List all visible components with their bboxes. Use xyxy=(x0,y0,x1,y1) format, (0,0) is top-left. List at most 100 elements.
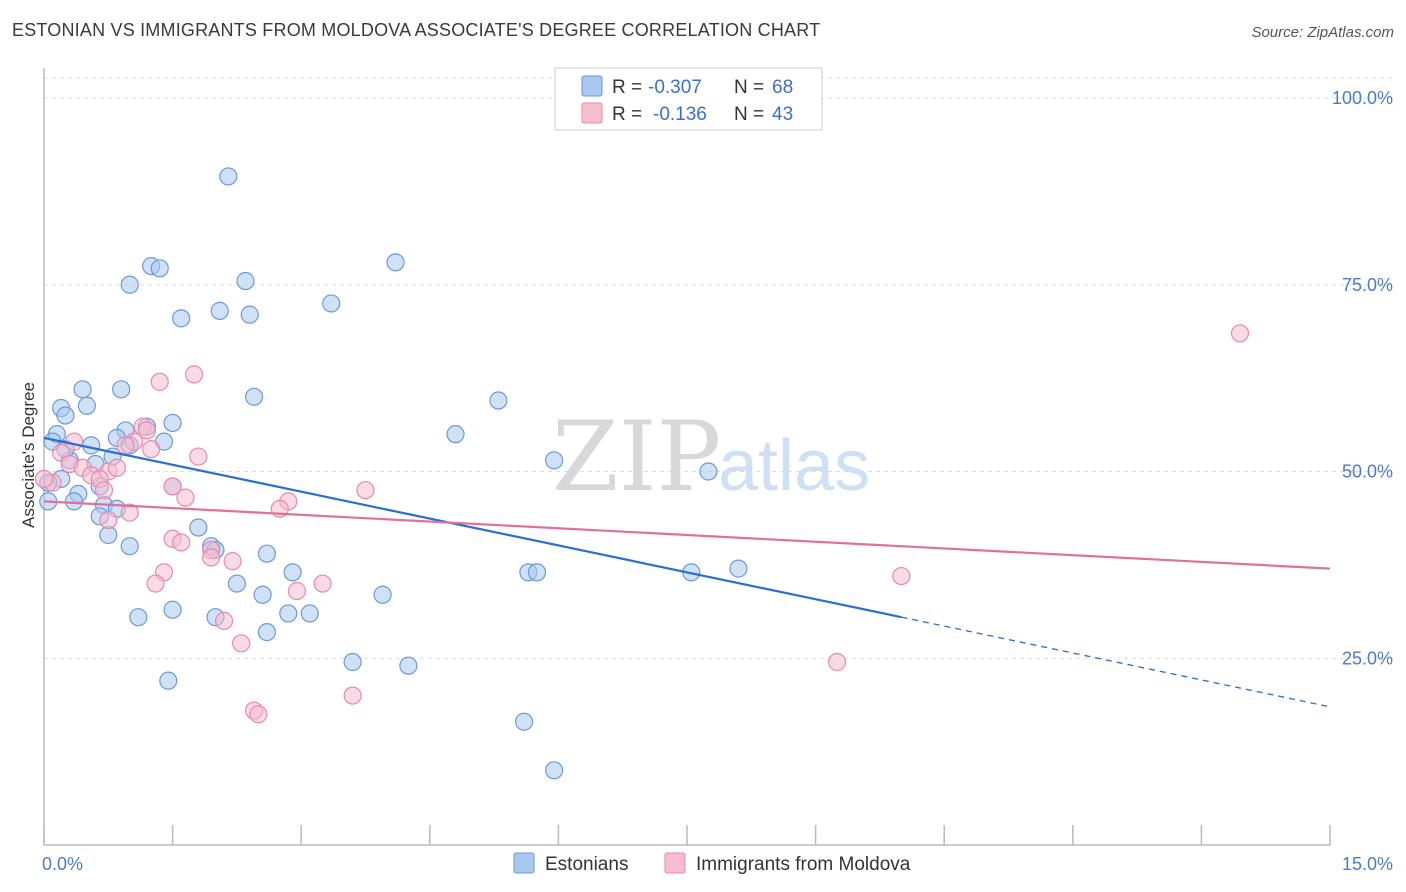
legend-r-value-moldova: -0.136 xyxy=(653,104,707,125)
estonian-point-10 xyxy=(73,380,92,399)
legend-n-label-estonian: N = xyxy=(734,77,764,98)
estonian-point-12 xyxy=(244,387,264,406)
estonian-point-6 xyxy=(172,309,191,328)
moldova-point-35 xyxy=(214,611,234,631)
y-axis-title: Associate's Degree xyxy=(19,382,38,528)
estonian-point-50 xyxy=(729,559,748,578)
moldova-point-38 xyxy=(343,686,362,705)
estonian-point-62 xyxy=(159,671,178,690)
x-tick-label-1: 15.0% xyxy=(1342,854,1393,874)
estonian-point-4 xyxy=(120,275,139,294)
estonian-point-57 xyxy=(129,608,148,627)
x-tick-marks xyxy=(43,825,1331,845)
estonian-point-42 xyxy=(120,537,139,556)
moldova-point-29 xyxy=(223,552,242,571)
estonian-trend-extension xyxy=(901,616,1331,708)
correlation-legend: R = -0.307 N = 68 R = -0.136 N = 43 xyxy=(554,67,823,131)
legend-swatch-estonian xyxy=(581,75,603,97)
estonian-point-45 xyxy=(257,544,277,563)
estonian-point-60 xyxy=(343,652,362,672)
estonian-point-40 xyxy=(189,518,208,537)
moldova-point-2 xyxy=(150,372,169,391)
trend-lines xyxy=(43,436,1331,708)
estonian-point-48 xyxy=(527,563,547,582)
source-label: Source: ZipAtlas.com xyxy=(1251,24,1394,41)
moldova-point-1 xyxy=(184,365,204,384)
moldova-point-8 xyxy=(142,439,161,459)
bottom-legend-label-estonian: Estonians xyxy=(545,854,628,875)
estonian-trend-line xyxy=(43,436,902,619)
estonian-point-56 xyxy=(300,604,319,623)
bottom-legend-swatch-moldova xyxy=(664,852,686,874)
estonian-point-0 xyxy=(219,167,238,186)
moldova-point-40 xyxy=(249,705,268,724)
estonian-point-63 xyxy=(515,712,534,731)
moldova-point-4 xyxy=(137,421,156,440)
estonian-point-52 xyxy=(253,585,272,604)
estonian-point-25 xyxy=(82,436,101,455)
legend-r-value-estonian: -0.307 xyxy=(648,77,702,98)
moldova-point-10 xyxy=(189,447,208,466)
estonian-point-11 xyxy=(112,380,131,399)
moldova-point-20 xyxy=(176,488,195,507)
estonian-point-36 xyxy=(64,492,84,511)
bottom-legend-label-moldova: Immigrants from Moldova xyxy=(696,854,911,875)
estonian-point-55 xyxy=(279,604,298,623)
estonian-point-2 xyxy=(150,259,169,278)
estonian-point-15 xyxy=(56,406,75,425)
moldova-point-23 xyxy=(120,503,139,522)
estonian-point-5 xyxy=(236,271,255,291)
moldova-point-0 xyxy=(1230,324,1250,343)
moldova-point-34 xyxy=(287,581,307,601)
series-legend: Estonians Immigrants from Moldova xyxy=(513,852,911,875)
estonian-point-9 xyxy=(322,294,341,313)
estonian-point-54 xyxy=(163,600,182,619)
estonian-point-59 xyxy=(257,623,277,642)
y-tick-label-0: 25.0% xyxy=(1342,648,1393,668)
y-tick-label-3: 100.0% xyxy=(1332,88,1393,108)
estonian-point-24 xyxy=(446,425,465,444)
estonian-point-46 xyxy=(283,563,302,582)
moldova-point-31 xyxy=(892,566,911,586)
moldova-point-36 xyxy=(232,634,251,653)
chart-title: ESTONIAN VS IMMIGRANTS FROM MOLDOVA ASSO… xyxy=(12,20,821,40)
estonian-point-8 xyxy=(240,305,259,324)
estonian-point-16 xyxy=(77,396,96,415)
legend-n-value-moldova: 43 xyxy=(772,104,793,125)
legend-r-label-moldova: R = xyxy=(612,104,642,125)
estonian-point-13 xyxy=(489,391,508,410)
y-tick-label-1: 50.0% xyxy=(1342,462,1393,482)
y-tick-labels: 25.0% 50.0% 75.0% 100.0% xyxy=(1332,88,1393,668)
x-tick-labels: 0.0% 15.0% xyxy=(42,854,1393,874)
estonian-point-51 xyxy=(227,574,246,593)
x-tick-label-0: 0.0% xyxy=(42,854,83,874)
estonian-point-61 xyxy=(399,656,418,675)
moldova-point-28 xyxy=(202,548,221,567)
moldova-point-26 xyxy=(172,533,191,552)
moldova-point-42 xyxy=(107,458,126,477)
grid-layer xyxy=(44,77,1392,659)
y-tick-label-2: 75.0% xyxy=(1342,275,1393,295)
moldova-point-32 xyxy=(146,574,165,593)
moldova-point-37 xyxy=(827,652,847,672)
moldova-point-17 xyxy=(163,477,182,496)
legend-r-label-estonian: R = xyxy=(612,77,642,98)
moldova-point-19 xyxy=(94,481,114,500)
moldova-point-7 xyxy=(116,436,135,455)
estonian-point-31 xyxy=(699,462,718,481)
estonian-point-3 xyxy=(386,253,405,272)
watermark-atlas: atlas xyxy=(718,426,870,506)
moldova-point-18 xyxy=(356,481,375,500)
legend-swatch-moldova xyxy=(581,102,603,124)
estonian-point-17 xyxy=(163,413,182,433)
bottom-legend-swatch-estonian xyxy=(513,852,535,874)
legend-n-label-moldova: N = xyxy=(734,104,764,125)
moldova-point-41 xyxy=(34,469,54,489)
estonian-point-7 xyxy=(210,301,229,320)
legend-n-value-estonian: 68 xyxy=(772,77,793,98)
moldova-point-24 xyxy=(99,510,118,530)
moldova-trend-line xyxy=(43,500,1331,570)
moldova-point-33 xyxy=(313,574,332,593)
estonian-point-53 xyxy=(373,585,392,604)
